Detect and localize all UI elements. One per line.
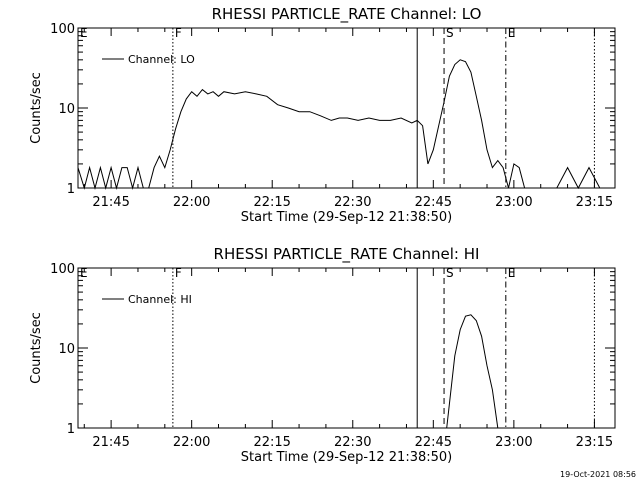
panel-2-x-tick-label: 23:00: [495, 435, 532, 450]
panel-1-event-marker-label: S: [446, 26, 454, 40]
panel-2-event-marker-label: F: [175, 266, 182, 280]
panel-1-plot-frame: [77, 27, 616, 189]
panel-2-y-tick-label: 100: [50, 262, 75, 277]
panel-2-x-tick-label: 22:15: [253, 435, 290, 450]
panel-1-event-marker-label: F: [175, 26, 182, 40]
panel-2-y-tick-label: 10: [58, 342, 75, 357]
panel-1-legend-label: Channel: LO: [128, 53, 195, 66]
panel-1-x-tick-label: 22:00: [173, 195, 210, 210]
panel-2-event-marker-label: E: [80, 266, 88, 280]
panel-2-x-tick-label: 21:45: [92, 435, 129, 450]
panel-1-data-series-line: [77, 59, 615, 190]
panel-2-x-tick-label: 22:30: [334, 435, 371, 450]
panel-1-x-tick-label: 23:15: [576, 195, 613, 210]
generation-timestamp: 19-Oct-2021 08:56: [560, 470, 636, 479]
panel-1-chart-title: RHESSI PARTICLE_RATE Channel: LO: [212, 5, 482, 24]
panel-1-x-tick-label: 23:00: [495, 195, 532, 210]
panel-2-legend-label: Channel: HI: [128, 293, 192, 306]
panel-2-y-axis-label: Counts/sec: [29, 312, 44, 384]
panel-1-event-marker-label: E: [508, 26, 516, 40]
panel-2-plot-frame: [77, 267, 616, 429]
panel-2-x-tick-label: 22:45: [415, 435, 452, 450]
panel-1-y-axis-label: Counts/sec: [29, 72, 44, 144]
panel-1-y-tick-label: 10: [58, 102, 75, 117]
panel-1-x-tick-label: 22:30: [334, 195, 371, 210]
panel-1-y-tick-label: 100: [50, 22, 75, 37]
panel-1-y-tick-label: 1: [67, 182, 75, 197]
panel-1-x-axis-label: Start Time (29-Sep-12 21:38:50): [241, 210, 452, 225]
panel-1-x-tick-label: 22:15: [253, 195, 290, 210]
panel-1-event-marker-label: E: [80, 26, 88, 40]
panel-2-event-marker-label: S: [446, 266, 454, 280]
panel-2-y-tick-label: 1: [67, 422, 75, 437]
panel-2-x-axis-label: Start Time (29-Sep-12 21:38:50): [241, 450, 452, 465]
panel-2-x-tick-label: 22:00: [173, 435, 210, 450]
panel-2-event-marker-label: E: [508, 266, 516, 280]
panel-1-x-tick-label: 22:45: [415, 195, 452, 210]
panel-2-x-tick-label: 23:15: [576, 435, 613, 450]
panel-2-data-series-line: [446, 314, 499, 429]
panel-2-chart-title: RHESSI PARTICLE_RATE Channel: HI: [214, 245, 480, 264]
panel-1-x-tick-label: 21:45: [92, 195, 129, 210]
